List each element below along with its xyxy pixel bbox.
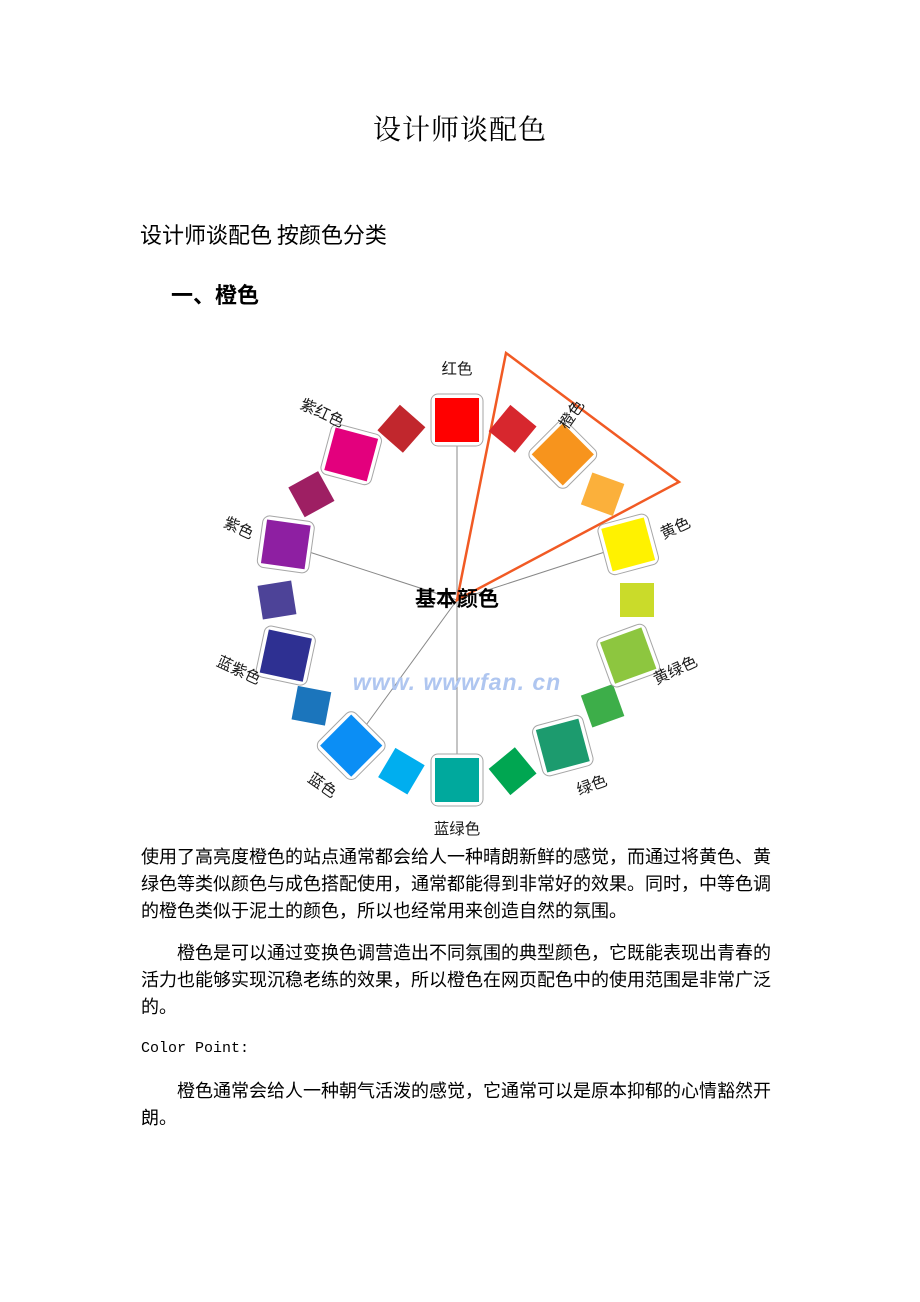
svg-text:蓝绿色: 蓝绿色 xyxy=(434,817,481,839)
svg-text:绿色: 绿色 xyxy=(573,769,610,800)
svg-text:蓝色: 蓝色 xyxy=(304,767,342,803)
svg-text:红色: 红色 xyxy=(441,357,472,379)
svg-text:www. wwwfan. cn: www. wwwfan. cn xyxy=(353,669,561,695)
svg-text:蓝紫色: 蓝紫色 xyxy=(213,650,264,690)
svg-text:黄绿色: 黄绿色 xyxy=(649,650,700,690)
svg-text:紫红色: 紫红色 xyxy=(297,392,348,432)
svg-text:黄色: 黄色 xyxy=(656,511,693,544)
svg-text:紫色: 紫色 xyxy=(220,511,257,544)
svg-text:基本颜色: 基本颜色 xyxy=(415,583,499,613)
